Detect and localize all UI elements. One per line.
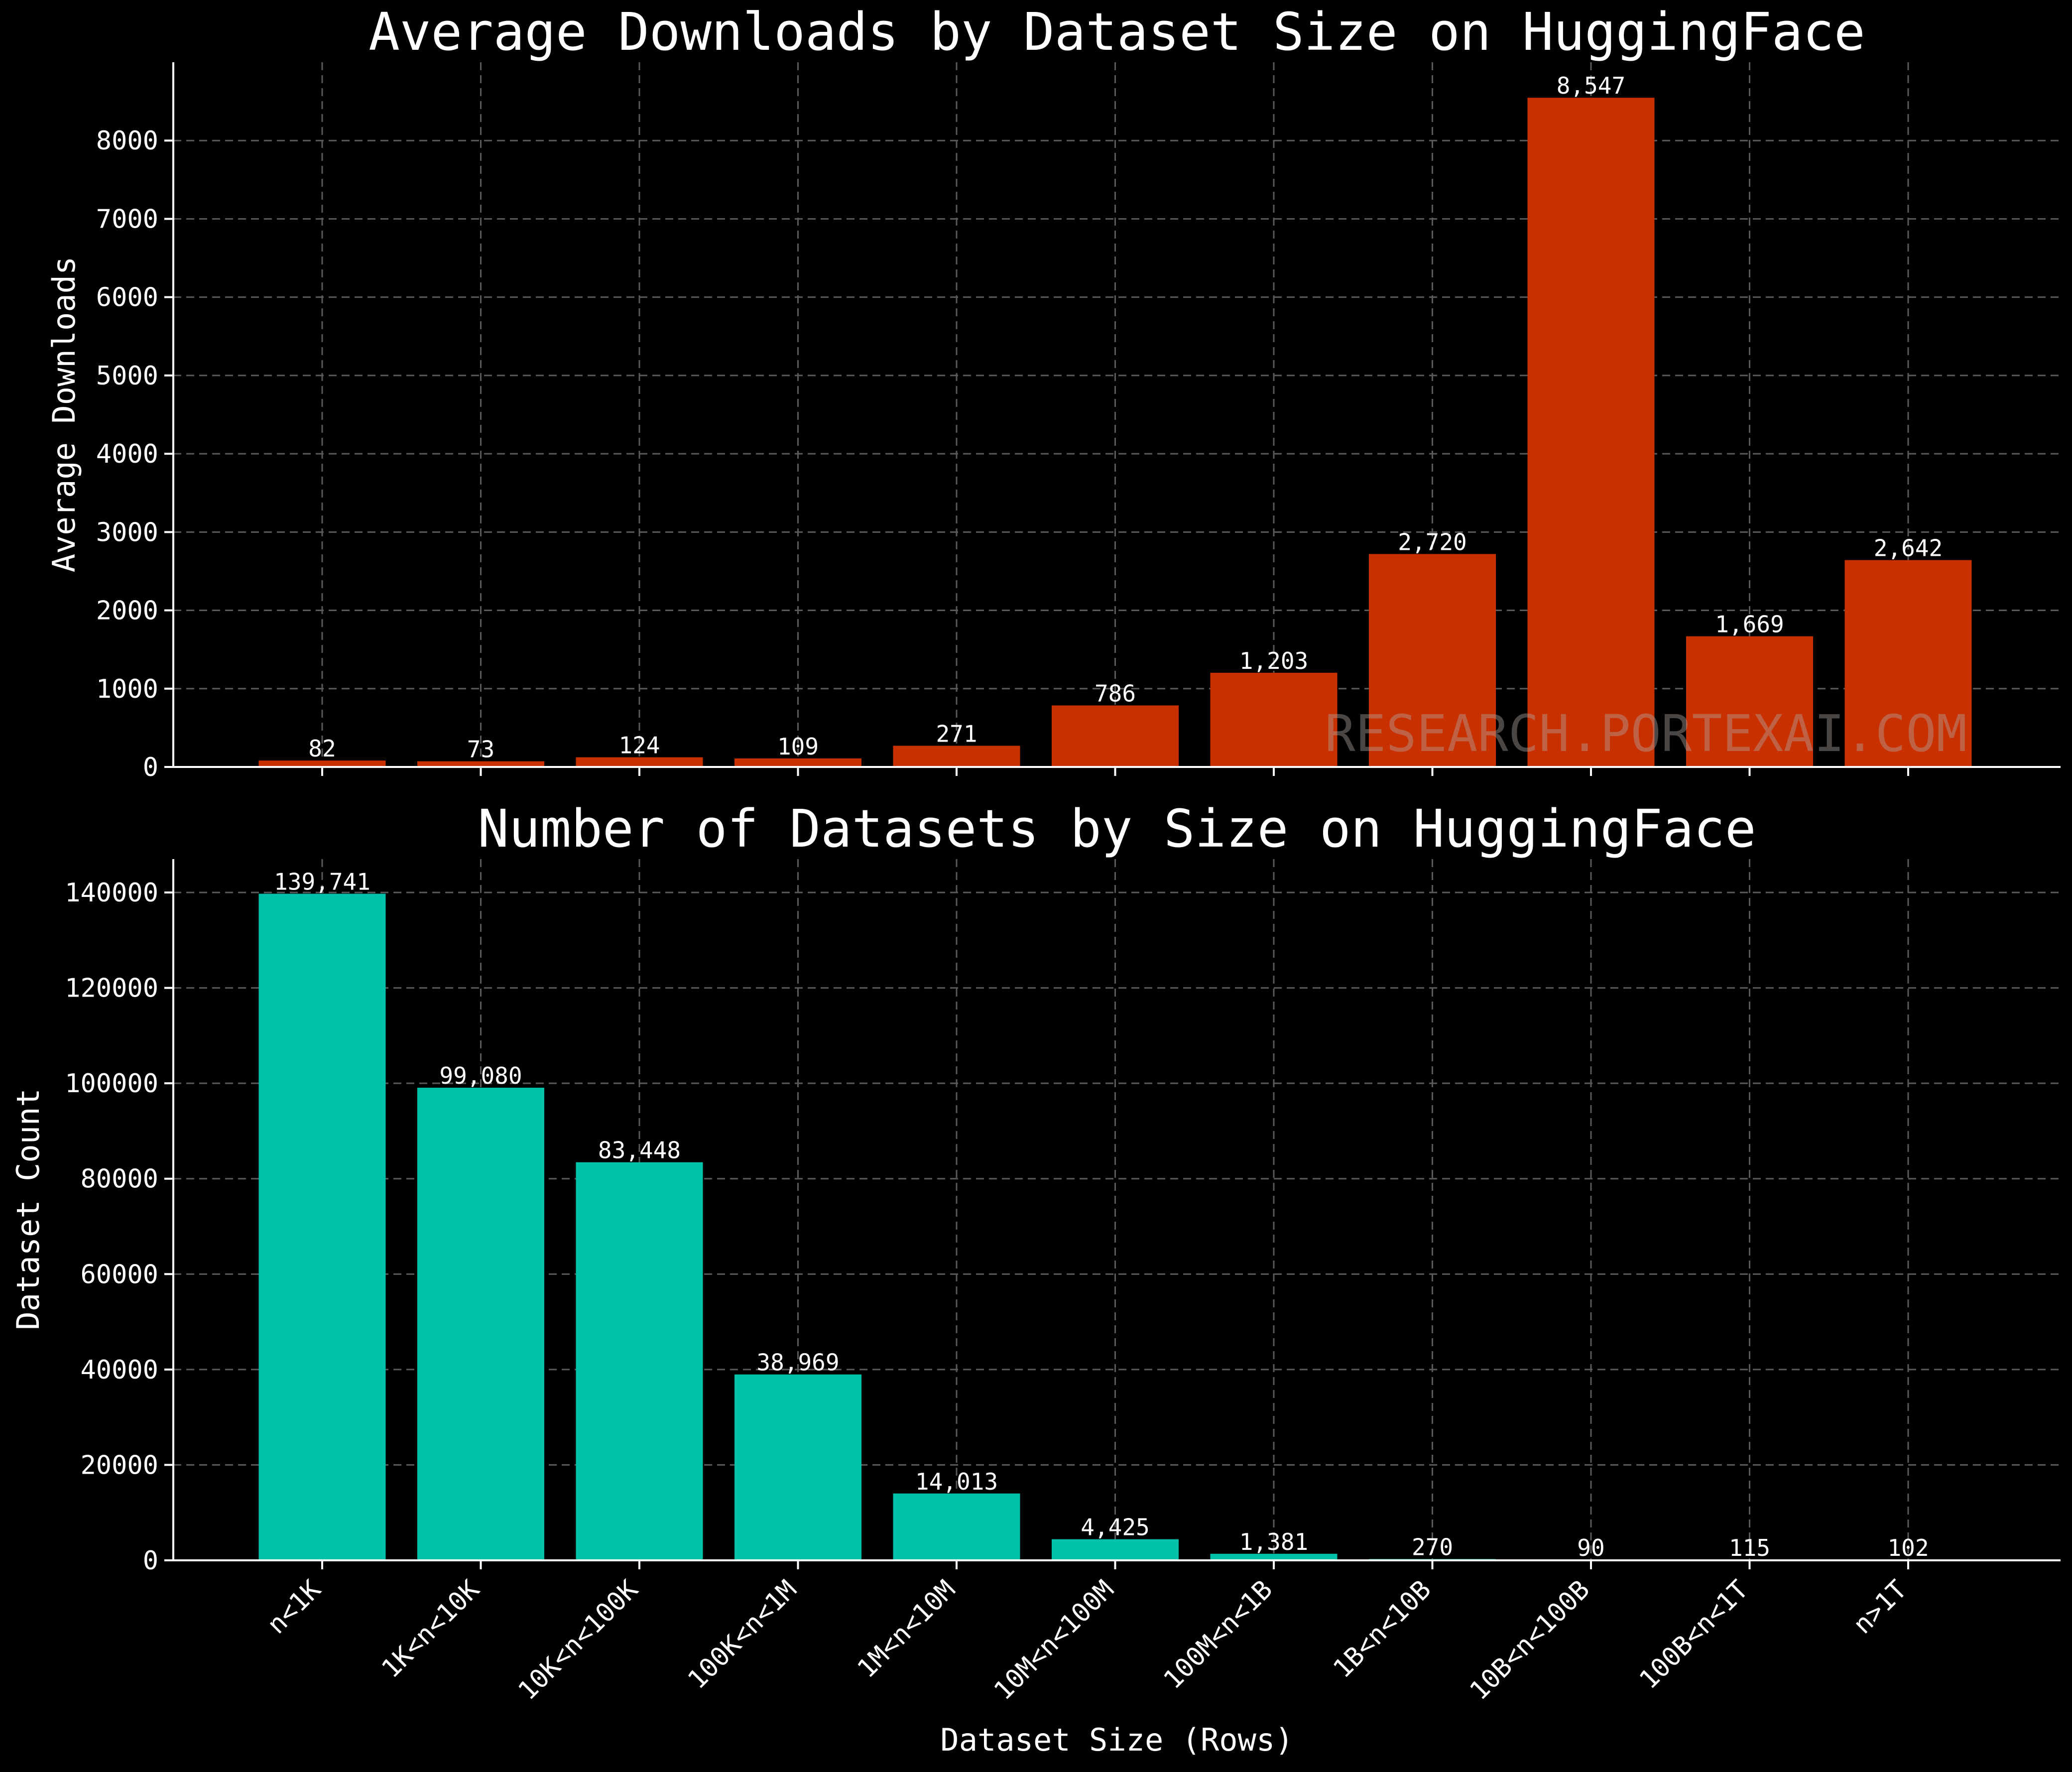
x-axis-label: Dataset Size (Rows) (940, 1722, 1293, 1758)
value-label-1k-lt-n-lt-10k: 73 (467, 736, 494, 763)
bar-10m-lt-n-lt-100m (1052, 1539, 1179, 1560)
bar-100k-lt-n-lt-1m (734, 758, 861, 767)
value-labels: 82 73 124 109 271 786 1,203 2,720 8,547 1,669 2,64… (308, 72, 1943, 762)
value-label-1m-lt-n-lt-10m: 14,013 (915, 1468, 998, 1495)
y-axis-ticks: 0 20000 40000 60000 80000 100000 120000 140000 (65, 878, 173, 1576)
y-tick-label: 1000 (96, 674, 158, 704)
value-label-1m-lt-n-lt-10m: 271 (936, 720, 977, 747)
value-label-1b-lt-n-lt-10b: 2,720 (1398, 528, 1466, 555)
value-label-10k-lt-n-lt-100k: 124 (618, 732, 660, 759)
y-tick-label: 0 (143, 1546, 158, 1576)
value-label-100k-lt-n-lt-1m: 109 (777, 733, 819, 760)
y-tick-label: 0 (143, 753, 158, 782)
grid (173, 62, 2061, 767)
value-label-n-lt-1k: 139,741 (274, 869, 370, 895)
bar-10b-lt-n-lt-100b (1527, 98, 1655, 767)
bar-n-lt-1k (258, 893, 386, 1560)
y-tick-label: 140000 (65, 878, 158, 908)
x-axis-ticks (321, 1560, 1909, 1569)
bar-100m-lt-n-lt-1b (1210, 672, 1338, 767)
value-label-100b-lt-n-lt-1t: 115 (1729, 1534, 1770, 1561)
value-label-100k-lt-n-lt-1m: 38,969 (756, 1349, 839, 1376)
bar-1m-lt-n-lt-10m (893, 746, 1020, 767)
bar-10k-lt-n-lt-100k (576, 757, 703, 767)
bar-1m-lt-n-lt-10m (893, 1493, 1020, 1560)
y-tick-label: 40000 (80, 1355, 158, 1385)
bar-10m-lt-n-lt-100m (1052, 705, 1179, 767)
y-tick-label: 80000 (80, 1164, 158, 1194)
bar-100b-lt-n-lt-1t (1686, 636, 1813, 767)
y-axis-label: Average Downloads (46, 256, 82, 573)
bar-10k-lt-n-lt-100k (576, 1162, 703, 1560)
watermark: RESEARCH.PORTEXAI.COM (1325, 704, 1967, 763)
bar-n-gt-1t (1844, 560, 1972, 767)
x-axis-ticks (321, 767, 1909, 776)
chart-title: Average Downloads by Dataset Size on Hug… (368, 1, 1865, 62)
bar-series (258, 893, 1972, 1560)
bar-1b-lt-n-lt-10b (1369, 554, 1496, 767)
value-label-1k-lt-n-lt-10k: 99,080 (439, 1062, 522, 1089)
bar-n-lt-1k (258, 760, 386, 767)
y-tick-label: 6000 (96, 283, 158, 313)
bar-1k-lt-n-lt-10k (417, 761, 544, 767)
value-label-10k-lt-n-lt-100k: 83,448 (598, 1137, 681, 1164)
value-label-100m-lt-n-lt-1b: 1,381 (1239, 1528, 1308, 1555)
y-tick-label: 7000 (96, 204, 158, 234)
value-label-10b-lt-n-lt-100b: 8,547 (1557, 72, 1625, 99)
y-tick-label: 4000 (96, 439, 158, 469)
chart-average-downloads: Average Downloads by Dataset Size on Hug… (46, 1, 2061, 782)
y-tick-label: 5000 (96, 361, 158, 391)
chart-title: Number of Datasets by Size on HuggingFac… (478, 798, 1756, 859)
bar-1k-lt-n-lt-10k (417, 1087, 544, 1560)
y-tick-label: 2000 (96, 596, 158, 626)
bar-100k-lt-n-lt-1m (734, 1374, 861, 1560)
value-label-10b-lt-n-lt-100b: 90 (1577, 1534, 1604, 1561)
y-tick-label: 120000 (65, 974, 158, 1004)
bar-series (258, 98, 1972, 767)
y-tick-label: 60000 (80, 1260, 158, 1289)
value-label-n-lt-1k: 82 (308, 735, 336, 762)
value-label-100b-lt-n-lt-1t: 1,669 (1715, 611, 1784, 638)
y-tick-label: 20000 (80, 1450, 158, 1480)
value-label-10m-lt-n-lt-100m: 786 (1095, 680, 1136, 707)
y-axis-ticks: 0 1000 2000 3000 4000 5000 6000 7000 8000 (96, 126, 173, 782)
y-tick-label: 3000 (96, 517, 158, 547)
bar-100m-lt-n-lt-1b (1210, 1553, 1338, 1560)
value-label-n-gt-1t: 102 (1887, 1534, 1929, 1561)
value-label-10m-lt-n-lt-100m: 4,425 (1081, 1514, 1149, 1541)
value-label-n-gt-1t: 2,642 (1874, 535, 1943, 562)
y-tick-label: 100000 (65, 1069, 158, 1099)
value-label-100m-lt-n-lt-1b: 1,203 (1239, 647, 1308, 674)
value-labels: 139,741 99,080 83,448 38,969 14,013 4,425 1,38… (274, 869, 1929, 1562)
y-axis-label: Dataset Count (10, 1088, 46, 1330)
value-label-1b-lt-n-lt-10b: 270 (1412, 1533, 1453, 1560)
chart-dataset-count: Number of Datasets by Size on HuggingFac… (10, 798, 2061, 1758)
y-tick-label: 8000 (96, 126, 158, 156)
